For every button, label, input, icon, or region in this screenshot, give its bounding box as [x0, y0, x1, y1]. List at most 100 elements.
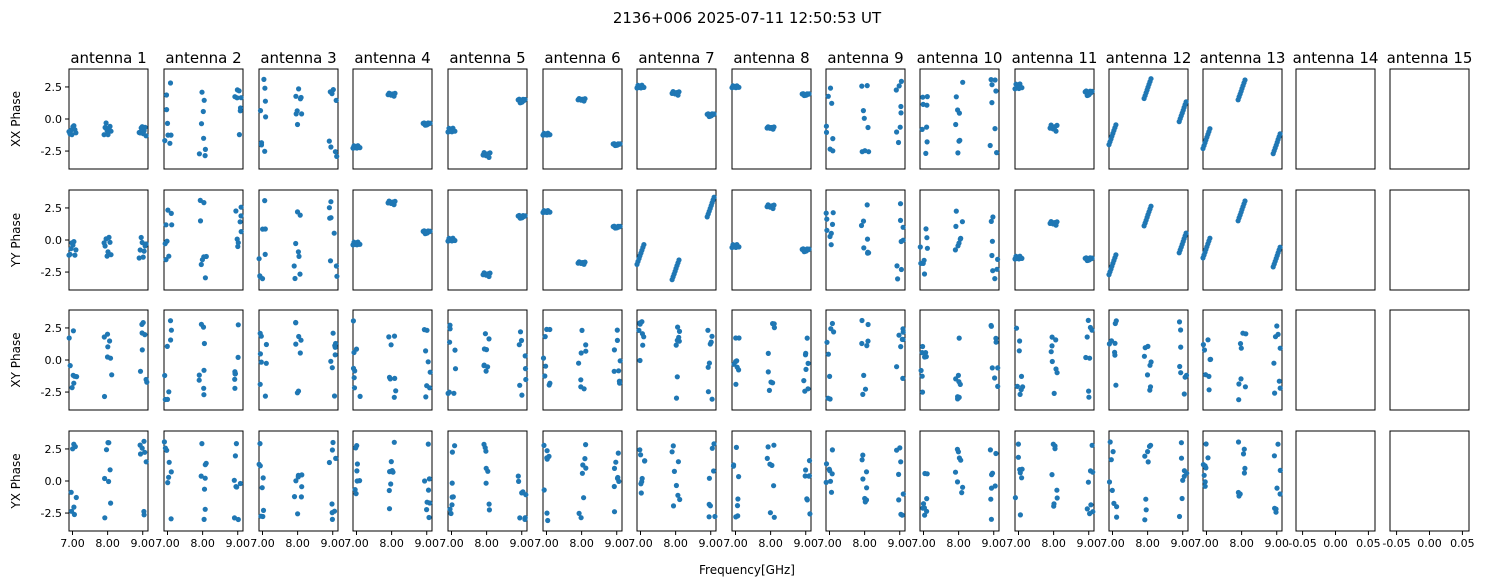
- data-point: [824, 227, 830, 233]
- data-point: [487, 150, 493, 156]
- subplot: [350, 309, 433, 411]
- antenna-title: antenna 14: [1293, 49, 1379, 67]
- data-point: [162, 372, 168, 379]
- data-point: [641, 84, 647, 90]
- data-point: [143, 241, 149, 247]
- data-point: [897, 124, 903, 130]
- data-point: [293, 478, 299, 484]
- data-point: [1201, 472, 1207, 478]
- subplot: 7.00 8.00 9.00: [1194, 430, 1289, 550]
- data-point: [825, 395, 831, 401]
- data-point: [709, 333, 715, 339]
- data-point: [988, 323, 995, 329]
- data-point: [483, 347, 490, 353]
- y-tick-label: 0.0: [45, 113, 63, 126]
- data-point: [711, 194, 717, 200]
- data-point: [200, 108, 206, 115]
- data-point: [829, 221, 836, 227]
- data-point: [988, 218, 994, 224]
- data-point: [107, 123, 113, 129]
- x-tick-label: 7.00: [723, 537, 748, 550]
- data-point: [920, 501, 927, 507]
- data-point: [823, 479, 829, 485]
- data-point: [1054, 122, 1060, 128]
- data-point: [994, 266, 1000, 272]
- subplot: YX Phase 2.5 0.0 -2.5 7.00 8.00 9.00: [9, 430, 155, 550]
- data-point: [611, 368, 617, 374]
- data-point: [1238, 376, 1244, 382]
- antenna-title: antenna 11: [1012, 49, 1098, 67]
- data-point: [137, 442, 143, 448]
- data-point: [299, 111, 305, 117]
- subplot: [1200, 309, 1283, 411]
- data-point: [486, 336, 492, 342]
- data-point: [638, 452, 644, 458]
- data-point: [199, 89, 205, 95]
- data-point: [73, 494, 79, 501]
- data-point: [1017, 338, 1023, 344]
- data-point: [167, 140, 173, 146]
- x-tick-label: -0.05: [1382, 537, 1410, 550]
- data-point: [326, 138, 332, 144]
- data-point: [1240, 451, 1247, 457]
- data-point: [864, 236, 871, 242]
- data-point: [293, 111, 299, 117]
- subplot: [162, 309, 244, 411]
- data-point: [481, 441, 487, 447]
- data-point: [522, 213, 528, 219]
- data-point: [544, 448, 550, 454]
- data-point: [1144, 372, 1151, 378]
- data-point: [71, 123, 77, 129]
- data-point: [164, 120, 171, 126]
- data-point: [1054, 219, 1060, 225]
- data-point: [1207, 356, 1213, 363]
- x-tick-label: 0.05: [1450, 537, 1475, 550]
- data-point: [771, 124, 777, 130]
- data-point: [137, 451, 144, 457]
- subplot: [729, 189, 812, 291]
- data-point: [613, 459, 619, 465]
- data-point: [102, 475, 108, 482]
- subplot-frame: [352, 309, 433, 411]
- data-point: [995, 383, 1001, 389]
- data-point: [617, 358, 623, 364]
- data-point: [770, 380, 776, 386]
- data-point: [956, 394, 962, 400]
- x-tick-label: 8.00: [474, 537, 499, 550]
- data-point: [201, 367, 207, 373]
- x-tick-label: 9.00: [130, 537, 155, 550]
- subplot-frame: [163, 68, 244, 170]
- x-tick-label: 8.00: [946, 537, 971, 550]
- data-point: [137, 368, 144, 374]
- data-point: [232, 371, 238, 377]
- subplot-grid: antenna 1 XX Phase 2.5 0.0 -2.5 antenna 2 ante…: [9, 49, 1475, 550]
- data-point: [201, 200, 207, 206]
- data-point: [202, 146, 208, 152]
- data-point: [107, 338, 113, 344]
- data-point: [426, 476, 432, 482]
- data-point: [992, 375, 998, 381]
- data-point: [1109, 487, 1115, 493]
- data-point: [1146, 443, 1153, 449]
- data-point: [900, 491, 906, 497]
- data-point: [988, 77, 994, 83]
- data-point: [988, 516, 995, 522]
- data-point: [1084, 506, 1090, 512]
- data-point: [992, 276, 998, 282]
- subplot-frame: [542, 430, 623, 532]
- data-point: [482, 331, 488, 337]
- data-point: [1242, 384, 1248, 390]
- subplot-frame: [1108, 189, 1189, 291]
- data-point: [233, 441, 239, 447]
- data-point: [992, 126, 998, 132]
- data-point: [711, 468, 717, 474]
- x-tick-label: 9.00: [604, 537, 629, 550]
- data-point: [238, 95, 244, 101]
- data-point: [260, 507, 267, 513]
- data-point: [238, 229, 244, 235]
- data-point: [736, 335, 742, 341]
- data-point: [449, 502, 455, 508]
- subplot: [540, 189, 623, 291]
- data-point: [829, 447, 836, 453]
- data-point: [860, 476, 866, 482]
